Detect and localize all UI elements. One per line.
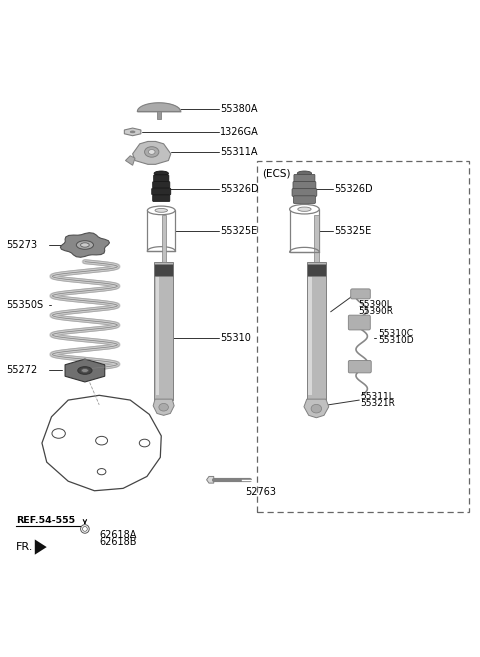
Ellipse shape bbox=[130, 131, 135, 133]
Ellipse shape bbox=[144, 147, 159, 157]
Text: 55272: 55272 bbox=[6, 365, 37, 376]
Ellipse shape bbox=[155, 208, 168, 212]
Text: 55311L: 55311L bbox=[361, 392, 395, 401]
Polygon shape bbox=[206, 476, 214, 483]
Text: 55350S: 55350S bbox=[6, 300, 43, 309]
Ellipse shape bbox=[76, 240, 94, 249]
Polygon shape bbox=[65, 359, 105, 382]
Polygon shape bbox=[132, 141, 171, 164]
FancyBboxPatch shape bbox=[153, 195, 170, 202]
Polygon shape bbox=[35, 539, 47, 555]
Ellipse shape bbox=[297, 171, 312, 176]
FancyBboxPatch shape bbox=[307, 264, 326, 276]
FancyBboxPatch shape bbox=[314, 215, 319, 261]
FancyBboxPatch shape bbox=[292, 189, 317, 196]
Text: 55273: 55273 bbox=[6, 240, 37, 250]
Text: 55326D: 55326D bbox=[220, 184, 259, 194]
Text: 1326GA: 1326GA bbox=[220, 127, 259, 137]
Text: 55311A: 55311A bbox=[220, 147, 257, 157]
FancyBboxPatch shape bbox=[351, 289, 370, 299]
FancyBboxPatch shape bbox=[294, 174, 315, 182]
Polygon shape bbox=[60, 233, 109, 258]
Polygon shape bbox=[42, 396, 161, 491]
FancyBboxPatch shape bbox=[307, 261, 326, 400]
Text: 55326D: 55326D bbox=[335, 184, 373, 194]
Ellipse shape bbox=[147, 206, 175, 215]
FancyBboxPatch shape bbox=[153, 181, 170, 188]
Ellipse shape bbox=[96, 436, 108, 445]
Ellipse shape bbox=[154, 171, 168, 176]
FancyBboxPatch shape bbox=[308, 267, 312, 396]
Text: 55310C: 55310C bbox=[378, 328, 413, 338]
Text: 55390R: 55390R bbox=[358, 307, 393, 316]
Ellipse shape bbox=[83, 526, 87, 532]
FancyBboxPatch shape bbox=[289, 209, 319, 252]
Ellipse shape bbox=[81, 243, 89, 247]
Ellipse shape bbox=[298, 207, 311, 212]
Text: 55380A: 55380A bbox=[220, 104, 257, 114]
FancyBboxPatch shape bbox=[154, 175, 169, 181]
FancyBboxPatch shape bbox=[154, 264, 173, 276]
Polygon shape bbox=[125, 156, 135, 166]
Text: FR.: FR. bbox=[16, 542, 33, 552]
FancyBboxPatch shape bbox=[257, 162, 469, 512]
Ellipse shape bbox=[289, 204, 319, 214]
Polygon shape bbox=[124, 128, 141, 136]
Ellipse shape bbox=[159, 403, 168, 411]
Text: 52763: 52763 bbox=[245, 487, 276, 497]
Text: 62618A: 62618A bbox=[99, 530, 137, 539]
Ellipse shape bbox=[81, 525, 89, 533]
Text: (ECS): (ECS) bbox=[263, 169, 291, 179]
Text: 55310: 55310 bbox=[220, 333, 251, 343]
Text: 55321R: 55321R bbox=[361, 399, 396, 409]
Ellipse shape bbox=[52, 429, 65, 438]
Ellipse shape bbox=[81, 369, 88, 373]
Text: 55325E: 55325E bbox=[220, 225, 257, 236]
FancyBboxPatch shape bbox=[154, 261, 173, 400]
Ellipse shape bbox=[139, 440, 150, 447]
FancyBboxPatch shape bbox=[147, 210, 175, 251]
Ellipse shape bbox=[78, 367, 92, 374]
Text: 55390L: 55390L bbox=[358, 300, 392, 309]
Text: 62618B: 62618B bbox=[99, 537, 137, 547]
Text: REF.54-555: REF.54-555 bbox=[16, 516, 75, 525]
Polygon shape bbox=[304, 399, 329, 418]
FancyBboxPatch shape bbox=[293, 181, 316, 189]
FancyBboxPatch shape bbox=[152, 188, 171, 195]
Ellipse shape bbox=[311, 404, 322, 413]
FancyBboxPatch shape bbox=[157, 112, 161, 118]
Text: 55325E: 55325E bbox=[335, 225, 372, 236]
Text: 55310D: 55310D bbox=[378, 336, 414, 346]
FancyBboxPatch shape bbox=[293, 196, 315, 204]
FancyBboxPatch shape bbox=[348, 315, 370, 330]
FancyBboxPatch shape bbox=[156, 267, 159, 396]
FancyBboxPatch shape bbox=[162, 215, 166, 261]
Ellipse shape bbox=[148, 150, 155, 154]
Ellipse shape bbox=[97, 468, 106, 475]
FancyBboxPatch shape bbox=[348, 361, 371, 373]
Polygon shape bbox=[153, 399, 174, 415]
